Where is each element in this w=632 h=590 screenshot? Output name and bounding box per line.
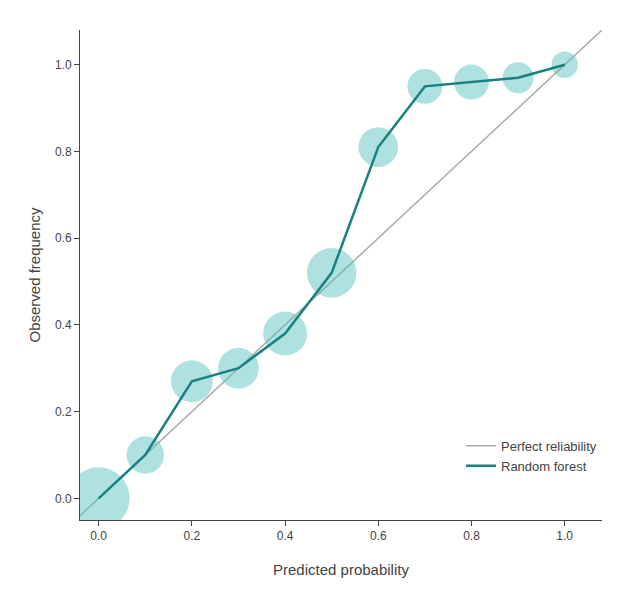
svg-text:0.0: 0.0 xyxy=(55,492,72,506)
svg-text:0.8: 0.8 xyxy=(55,145,72,159)
svg-text:Predicted probability: Predicted probability xyxy=(273,561,409,578)
svg-text:Perfect reliability: Perfect reliability xyxy=(501,439,597,454)
svg-text:0.4: 0.4 xyxy=(55,318,72,332)
svg-text:0.6: 0.6 xyxy=(370,529,387,543)
svg-text:0.8: 0.8 xyxy=(463,529,480,543)
svg-text:Observed frequency: Observed frequency xyxy=(26,207,43,343)
svg-text:1.0: 1.0 xyxy=(55,58,72,72)
svg-text:Random forest: Random forest xyxy=(501,459,587,474)
svg-text:0.2: 0.2 xyxy=(55,405,72,419)
svg-text:1.0: 1.0 xyxy=(556,529,573,543)
svg-text:0.4: 0.4 xyxy=(277,529,294,543)
svg-text:0.6: 0.6 xyxy=(55,231,72,245)
svg-text:0.2: 0.2 xyxy=(184,529,201,543)
svg-text:0.0: 0.0 xyxy=(90,529,107,543)
